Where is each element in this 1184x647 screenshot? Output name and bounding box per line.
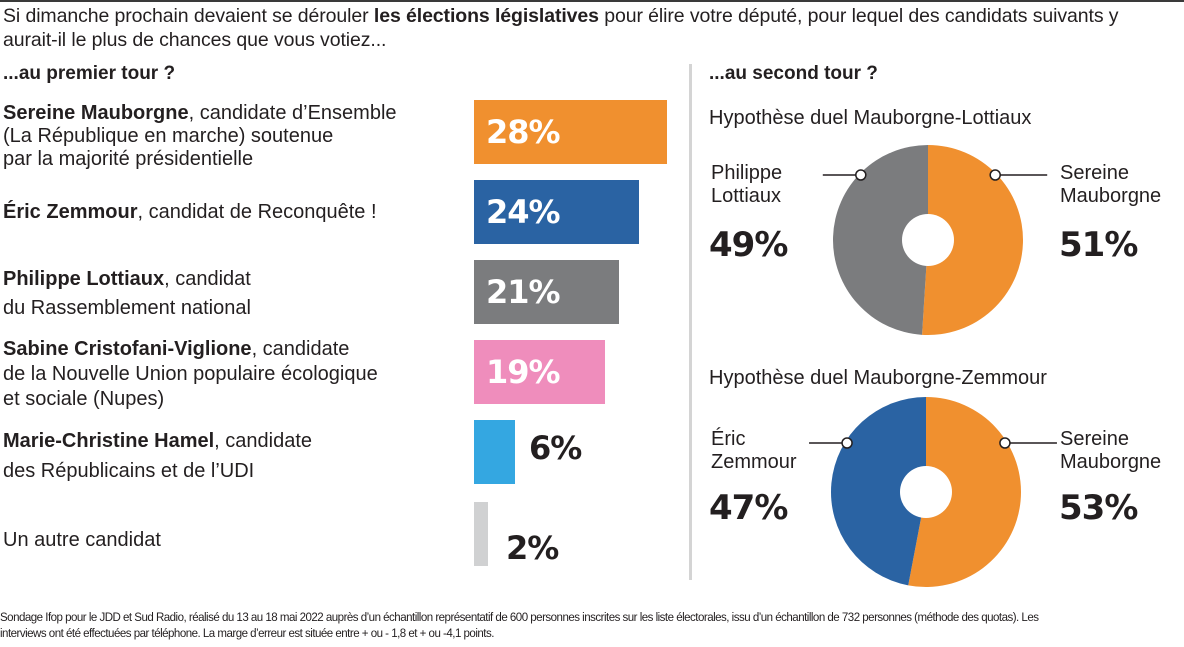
bar-1 [474,100,667,164]
slice-name-line: Lottiaux [711,185,782,207]
bar-5 [474,420,515,484]
slice-name-line: Zemmour [711,451,797,473]
slice-name-line: Philippe [711,162,783,184]
candidate-name: Sereine Mauborgne [3,102,189,124]
slice-name-line: Sereine [1060,428,1129,450]
title-text-1: Si dimanche prochain devaient se déroule… [3,5,374,27]
bar-value-label: 21% [486,273,561,311]
candidate-desc: du Rassemblement national [3,297,251,319]
candidate-desc: , candidat de Reconquête ! [137,201,377,223]
pie1-right-pct: 51% [1059,225,1138,265]
donut1-slice-2 [833,145,928,335]
candidate-name: Philippe Lottiaux [3,268,165,290]
bar-value-label: 6% [529,429,582,467]
candidate-label-lottiaux: Philippe Lottiaux, candidat du Rassemble… [3,265,463,323]
slice-name-line: Éric [711,428,746,450]
first-round-heading: ...au premier tour ? [3,63,176,84]
candidate-desc: de la Nouvelle Union populaire écologiqu… [3,363,378,385]
bar-value-label: 2% [506,529,559,567]
donut2-leader-dot-right [999,437,1011,449]
bar-4 [474,340,605,404]
footer-line-1: Sondage Ifop pour le JDD et Sud Radio, r… [0,610,1039,624]
second-round-heading: ...au second tour ? [709,63,878,84]
candidate-desc: , candidate [214,430,313,452]
bar-value-label: 19% [486,353,561,391]
candidate-desc: , candidat [164,268,251,290]
footer-note: Sondage Ifop pour le JDD et Sud Radio, r… [0,609,1101,641]
slice-name-line: Mauborgne [1060,451,1162,473]
pie2-right-pct: 53% [1059,488,1138,528]
donut1-leader-dot-right [989,169,1001,181]
page-title: Si dimanche prochain devaient se déroule… [3,4,1173,52]
bar-value-label: 28% [486,113,561,151]
pie2-left-pct: 47% [709,488,788,528]
pie2-right-name: Sereine Mauborgne [1060,428,1161,474]
title-text-bold: les élections législatives [373,5,599,27]
title-text-2: pour élire votre député, pour lequel des… [3,5,1119,51]
bar-3 [474,260,619,324]
candidate-label-zemmour: Éric Zemmour, candidat de Reconquête ! [3,201,463,224]
donut1-slice-1 [922,145,1024,335]
donut2-slice-2 [831,397,926,586]
top-rule [0,0,1184,2]
pie1-right-name: Sereine Mauborgne [1060,162,1161,208]
pie2-left-name: Éric Zemmour [711,428,797,474]
candidate-label-cristofani: Sabine Cristofani-Viglione, candidate de… [3,337,463,412]
footer-line-2: interviews ont été effectuées par téléph… [0,626,494,640]
donut2-hole [900,466,952,518]
pie1-left-pct: 49% [709,225,788,265]
candidate-label-other: Un autre candidat [3,529,463,552]
candidate-desc: des Républicains et de l’UDI [3,460,255,482]
candidate-label-hamel: Marie-Christine Hamel, candidate des Rép… [3,426,463,486]
candidate-desc: Un autre candidat [3,529,161,551]
candidate-desc: par la majorité présidentielle [3,148,254,170]
donut2-leader-dot-left [841,437,853,449]
candidate-desc: (La République en marche) soutenue [3,125,334,147]
bar-value-label: 24% [486,193,561,231]
slice-name-line: Sereine [1060,162,1129,184]
candidate-name: Marie-Christine Hamel [3,430,215,452]
slice-name-line: Mauborgne [1060,185,1162,207]
donut1-hole [902,214,954,266]
pie1-left-name: Philippe Lottiaux [711,162,782,208]
section-divider [689,64,692,580]
candidate-desc: et sociale (Nupes) [3,388,165,410]
candidate-name: Sabine Cristofani-Viglione [3,338,252,360]
candidate-label-mauborgne: Sereine Mauborgne, candidate d’Ensemble … [3,102,463,171]
duel-title-lottiaux: Hypothèse duel Mauborgne-Lottiaux [709,107,1032,129]
candidate-desc: , candidate [251,338,350,360]
bar-6 [474,502,488,566]
candidate-name: Éric Zemmour [3,201,138,223]
donut2-slice-1 [908,397,1022,587]
duel-title-zemmour: Hypothèse duel Mauborgne-Zemmour [709,367,1047,389]
donut1-leader-dot-left [855,169,867,181]
bar-2 [474,180,639,244]
candidate-desc: , candidate d’Ensemble [188,102,397,124]
